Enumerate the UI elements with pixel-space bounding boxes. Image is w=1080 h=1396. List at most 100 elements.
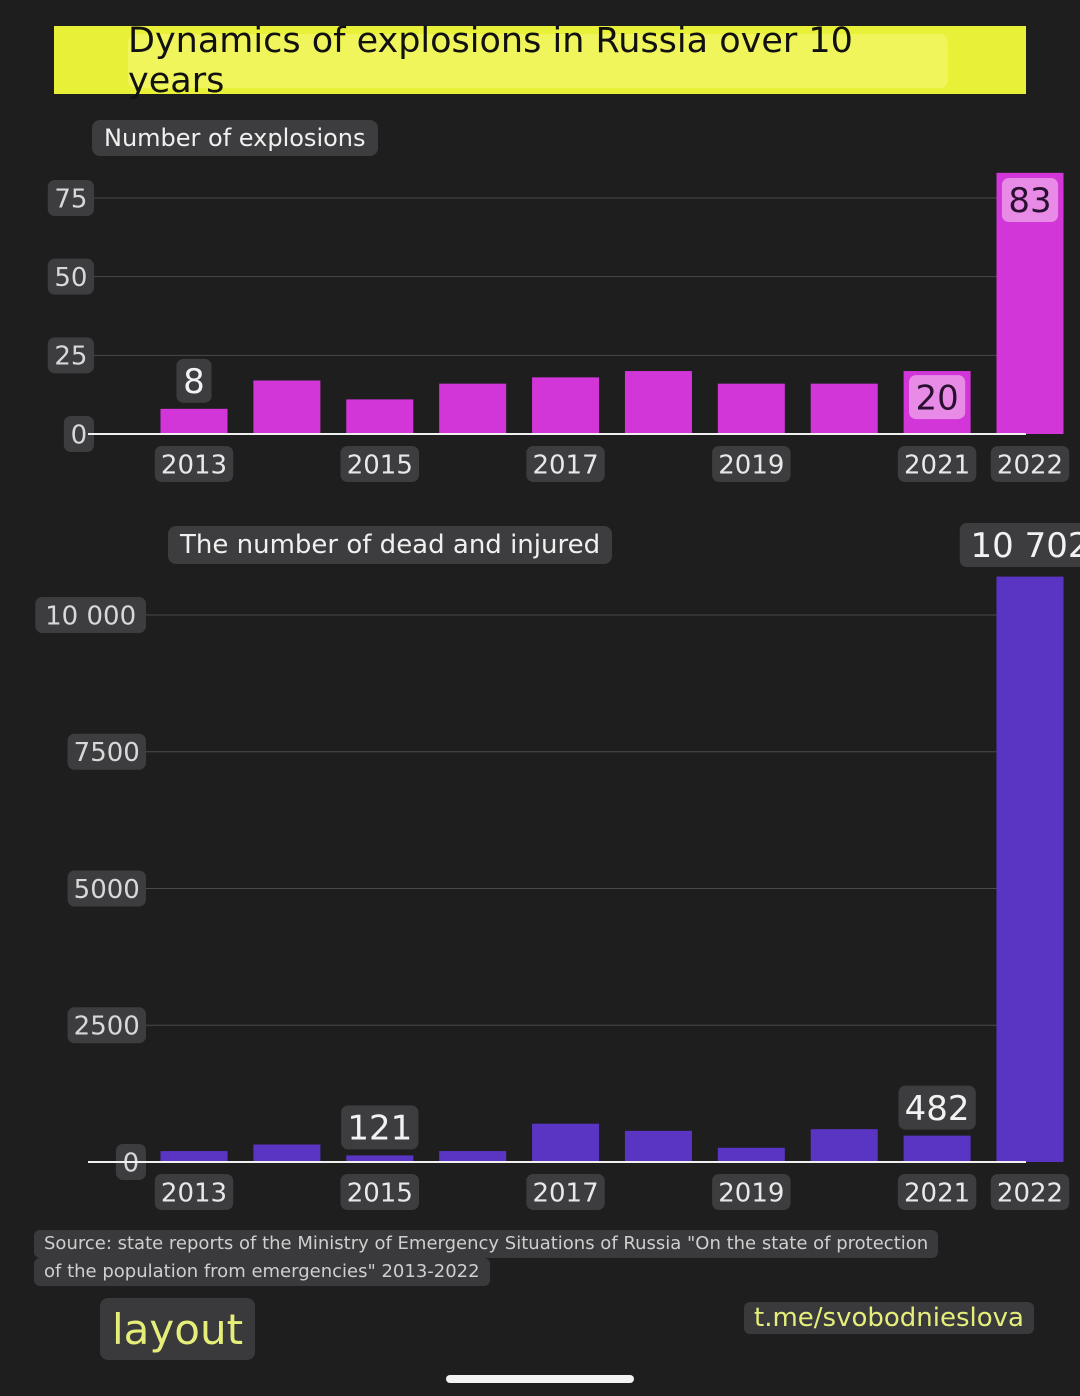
explosions-xtick-2013-text: 2013 <box>161 450 227 480</box>
casualties-value-label-2021-bg <box>898 1085 976 1130</box>
casualties-bar-2022 <box>996 576 1064 1162</box>
casualties-xtick-2013-text: 2013 <box>161 1178 227 1208</box>
explosions-value-label-2013-text: 8 <box>183 362 205 402</box>
casualties-chart: 0 2500 5000 7500 10 000 2013 2015 2017 2019 2021 2… <box>35 523 1080 1210</box>
explosions-ytick-text: 50 <box>54 263 87 293</box>
explosions-value-label-2021-text: 20 <box>915 378 958 418</box>
explosions-bar-2013 <box>160 408 228 434</box>
casualties-xtick-2019: 2019 <box>712 1174 791 1210</box>
home-indicator[interactable] <box>446 1375 634 1383</box>
explosions-ytick-bg <box>47 258 94 295</box>
casualties-value-label-2021: 482 <box>898 1085 976 1130</box>
explosions-value-label-2013: 8 <box>176 358 212 403</box>
explosions-ytick: 50 <box>47 258 94 295</box>
casualties-ytick: 10 000 <box>35 597 146 633</box>
explosions-ytick: 25 <box>47 337 94 374</box>
explosions-xtick-2017-text: 2017 <box>532 450 598 480</box>
casualties-value-label-2022-text: 10 702 <box>971 526 1080 566</box>
explosions-bar-2016 <box>439 383 507 434</box>
casualties-bar-2021 <box>903 1135 971 1162</box>
casualties-xtick-2021: 2021 <box>897 1174 977 1210</box>
casualties-xtick-2019-text: 2019 <box>718 1178 784 1208</box>
explosions-ytick-bg <box>47 337 94 374</box>
explosions-value-label-2013-bg <box>176 358 212 403</box>
explosions-xtick-2019-bg <box>712 446 791 482</box>
casualties-xtick-2017: 2017 <box>526 1174 605 1210</box>
casualties-xtick-2022: 2022 <box>990 1174 1070 1210</box>
explosions-xtick-2022: 2022 <box>990 446 1070 482</box>
casualties-xtick-2013: 2013 <box>154 1174 234 1210</box>
explosions-axis-label: Number of explosions <box>92 120 378 156</box>
explosions-bar-2014 <box>253 380 321 434</box>
casualties-value-label-2021-text: 482 <box>905 1089 970 1129</box>
source-line-1: Source: state reports of the Ministry of… <box>34 1230 939 1258</box>
explosions-xtick-2021-text: 2021 <box>904 450 970 480</box>
source-note: Source: state reports of the Ministry of… <box>34 1230 939 1286</box>
explosions-xtick-2017-bg <box>526 446 605 482</box>
explosions-bar-2017 <box>532 377 600 434</box>
explosions-xtick-2015-bg <box>340 446 420 482</box>
explosions-ytick-bg <box>63 416 94 452</box>
explosions-ytick: 0 <box>63 416 94 452</box>
explosions-ytick: 75 <box>47 180 94 216</box>
chart-title: Dynamics of explosions in Russia over 10… <box>128 21 948 101</box>
casualties-xtick-2022-text: 2022 <box>997 1178 1063 1208</box>
casualties-axis-label: The number of dead and injured <box>168 526 613 564</box>
casualties-bar-2016 <box>439 1151 507 1162</box>
explosions-bar-2019 <box>717 383 785 434</box>
casualties-bar-2014 <box>253 1144 321 1162</box>
explosions-chart: 0 25 50 75 2013 2015 2017 2019 2021 2022 8 20 83 <box>47 172 1070 482</box>
casualties-ytick-bg <box>67 870 146 907</box>
casualties-ytick: 7500 <box>67 733 146 770</box>
casualties-ytick: 5000 <box>67 870 146 907</box>
explosions-value-label-2021: 20 <box>909 375 966 420</box>
explosions-bar-2015 <box>346 399 414 434</box>
casualties-xtick-2017-text: 2017 <box>532 1178 598 1208</box>
explosions-value-label-2022-text: 83 <box>1008 181 1051 221</box>
explosions-ytick-bg <box>47 180 94 216</box>
casualties-ytick-bg <box>67 733 146 770</box>
explosions-xtick-2019: 2019 <box>712 446 791 482</box>
casualties-value-label-2015-bg <box>341 1105 419 1150</box>
telegram-link[interactable]: t.me/svobodnieslova <box>744 1302 1034 1334</box>
casualties-bar-2019 <box>717 1147 785 1162</box>
casualties-bar-2015 <box>346 1155 414 1162</box>
explosions-xtick-2021-bg <box>897 446 977 482</box>
layout-label: layout <box>100 1298 256 1360</box>
explosions-xtick-2019-text: 2019 <box>718 450 784 480</box>
explosions-xtick-2013: 2013 <box>154 446 234 482</box>
explosions-xtick-2022-bg <box>990 446 1070 482</box>
casualties-bar-2018 <box>624 1130 692 1162</box>
explosions-bar-2018 <box>624 371 692 434</box>
explosions-xtick-2021: 2021 <box>897 446 977 482</box>
explosions-ytick-text: 0 <box>71 420 88 450</box>
explosions-ytick-text: 75 <box>54 184 87 214</box>
casualties-xtick-2015-text: 2015 <box>347 1178 413 1208</box>
explosions-xtick-2013-bg <box>154 446 234 482</box>
explosions-xtick-2015: 2015 <box>340 446 420 482</box>
casualties-ytick-text: 0 <box>123 1148 140 1178</box>
casualties-value-label-2022-bg <box>959 523 1080 567</box>
casualties-ytick-text: 2500 <box>74 1012 140 1042</box>
casualties-xtick-2015: 2015 <box>340 1174 420 1210</box>
source-line-2: of the population from emergencies" 2013… <box>34 1258 490 1286</box>
casualties-ytick: 2500 <box>67 1007 146 1044</box>
explosions-xtick-2017: 2017 <box>526 446 605 482</box>
explosions-value-label-2021-bg <box>909 375 966 420</box>
casualties-xtick-2021-text: 2021 <box>904 1178 970 1208</box>
casualties-ytick-text: 7500 <box>74 738 140 768</box>
casualties-ytick-text: 5000 <box>74 875 140 905</box>
explosions-ytick-text: 25 <box>54 342 87 372</box>
casualties-ytick-bg <box>35 597 146 633</box>
casualties-xtick-2015-bg <box>340 1174 420 1210</box>
casualties-xtick-2021-bg <box>897 1174 977 1210</box>
casualties-bar-2013 <box>160 1151 228 1162</box>
casualties-value-label-2022: 10 702 <box>959 523 1080 567</box>
explosions-xtick-2015-text: 2015 <box>347 450 413 480</box>
casualties-ytick-text: 10 000 <box>45 601 136 631</box>
casualties-bar-2020 <box>810 1129 878 1162</box>
casualties-xtick-2019-bg <box>712 1174 791 1210</box>
casualties-xtick-2013-bg <box>154 1174 234 1210</box>
explosions-xtick-2022-text: 2022 <box>997 450 1063 480</box>
explosions-value-label-2022: 83 <box>1001 178 1059 222</box>
